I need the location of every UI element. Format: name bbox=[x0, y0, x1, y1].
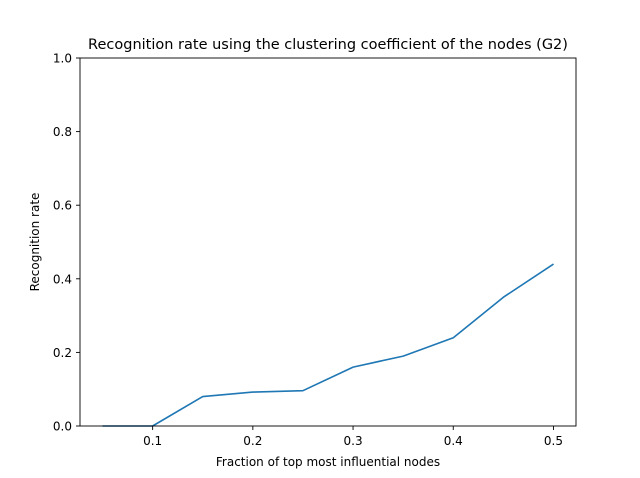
y-tick-label: 0.0 bbox=[53, 420, 72, 434]
y-tick-label: 0.6 bbox=[53, 199, 72, 213]
y-axis-label: Recognition rate bbox=[28, 193, 42, 292]
y-tick-label: 1.0 bbox=[53, 52, 72, 66]
y-tick-label: 0.4 bbox=[53, 272, 72, 286]
y-tick-label: 0.8 bbox=[53, 125, 72, 139]
x-axis-label: Fraction of top most influential nodes bbox=[216, 455, 440, 469]
axes-frame bbox=[79, 57, 577, 427]
plot-area: 0.1 0.2 0.3 0.4 0.5 0.0 0.2 0.4 0.6 0.8 1.0 bbox=[53, 52, 577, 448]
x-tick-label: 0.2 bbox=[243, 434, 262, 448]
x-tick-label: 0.3 bbox=[344, 434, 363, 448]
x-tick-label: 0.5 bbox=[544, 434, 563, 448]
x-tick-label: 0.1 bbox=[143, 434, 162, 448]
series-line-0 bbox=[102, 263, 554, 427]
y-tick-label: 0.2 bbox=[53, 346, 72, 360]
x-tick-label: 0.4 bbox=[444, 434, 463, 448]
chart-title: Recognition rate using the clustering co… bbox=[88, 37, 568, 53]
